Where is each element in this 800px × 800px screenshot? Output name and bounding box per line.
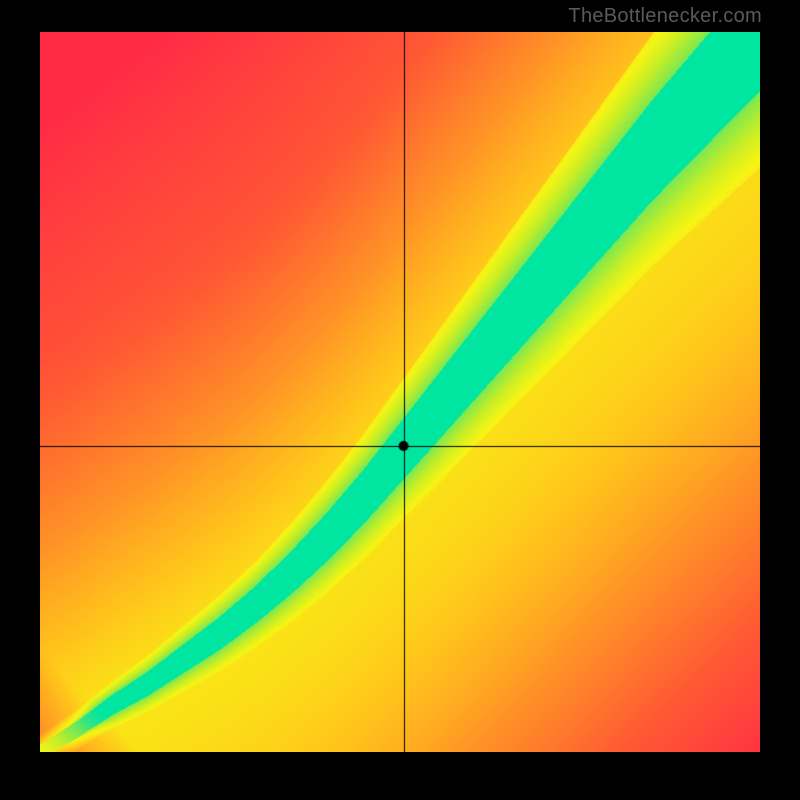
bottleneck-heatmap [40, 32, 760, 752]
watermark-text: TheBottlenecker.com [568, 5, 762, 28]
